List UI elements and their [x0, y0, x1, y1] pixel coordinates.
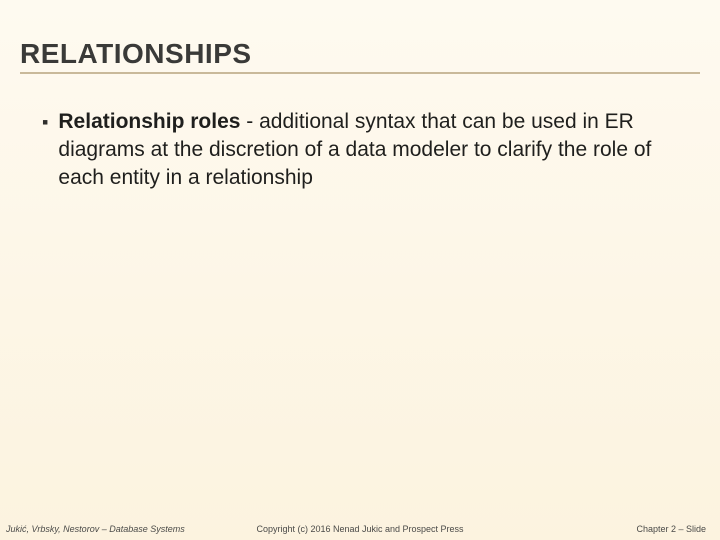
slide: RELATIONSHIPS ▪ Relationship roles - add…	[0, 0, 720, 540]
title-area: RELATIONSHIPS	[0, 0, 720, 74]
content-area: ▪ Relationship roles - additional syntax…	[0, 74, 720, 192]
bullet-term: Relationship roles	[58, 110, 240, 133]
footer-chapter: Chapter 2 – Slide	[636, 524, 706, 534]
bullet-separator: -	[240, 110, 259, 133]
bullet-marker-icon: ▪	[42, 108, 48, 136]
bullet-item: ▪ Relationship roles - additional syntax…	[42, 108, 672, 192]
footer-copyright: Copyright (c) 2016 Nenad Jukic and Prosp…	[256, 524, 463, 534]
slide-title: RELATIONSHIPS	[20, 38, 700, 74]
bullet-text: Relationship roles - additional syntax t…	[58, 108, 672, 192]
footer-authors: Jukić, Vrbsky, Nestorov – Database Syste…	[6, 524, 185, 534]
